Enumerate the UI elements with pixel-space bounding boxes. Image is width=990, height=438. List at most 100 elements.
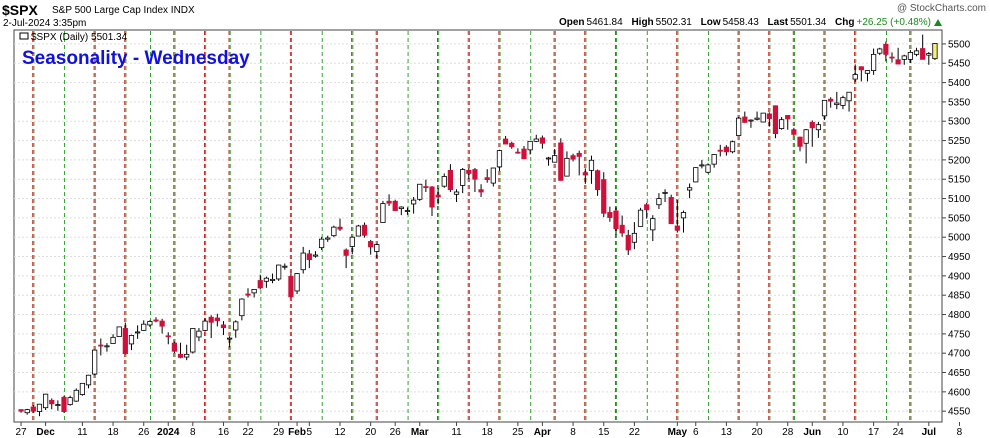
x-tick-label: 18 bbox=[482, 427, 494, 438]
candle-body bbox=[349, 236, 355, 247]
candle-body bbox=[141, 323, 147, 331]
candle-body bbox=[325, 237, 331, 240]
candle-body bbox=[122, 328, 128, 354]
x-tick-label: 6 bbox=[693, 427, 699, 438]
candle-body bbox=[729, 141, 736, 153]
candle-body bbox=[920, 48, 926, 60]
candle-body bbox=[662, 191, 668, 194]
candle-body bbox=[754, 117, 760, 120]
candle-body bbox=[778, 119, 785, 129]
legend: $SPX (Daily) 5501.34 bbox=[19, 32, 128, 43]
x-tick-label: Jun bbox=[803, 427, 821, 438]
candle-body bbox=[907, 52, 914, 60]
candle-body bbox=[343, 249, 349, 256]
x-tick-label: 25 bbox=[512, 427, 524, 438]
x-tick-label: 10 bbox=[837, 427, 849, 438]
candle-body bbox=[337, 226, 343, 230]
watermark: @ StockCharts.com bbox=[896, 3, 986, 14]
x-tick-label: May bbox=[668, 427, 688, 438]
candle-body bbox=[423, 186, 429, 188]
candle-body bbox=[582, 172, 588, 176]
candle-body bbox=[257, 280, 263, 289]
candle-body bbox=[42, 393, 49, 409]
candle-body bbox=[686, 187, 693, 191]
candle-body bbox=[723, 146, 730, 153]
candle-body bbox=[625, 234, 631, 251]
y-axis: 4550 4600 4650 4700 4750 4800 4850 4900 4950 5000… bbox=[942, 39, 971, 418]
candle-body bbox=[171, 342, 178, 352]
candle-body bbox=[147, 321, 153, 326]
candle-body bbox=[858, 66, 864, 71]
candle-body bbox=[263, 277, 270, 282]
candle-body bbox=[460, 169, 466, 186]
candle-body bbox=[613, 210, 619, 230]
y-tick-label: 5100 bbox=[948, 194, 971, 205]
candle-body bbox=[98, 344, 104, 347]
candle-body bbox=[870, 53, 877, 71]
candle-body bbox=[588, 159, 595, 171]
x-tick-label: 27 bbox=[16, 427, 28, 438]
open-value: 5461.84 bbox=[586, 17, 623, 28]
last-label: Last bbox=[767, 17, 789, 28]
candle-body bbox=[190, 328, 196, 353]
y-tick-label: 4600 bbox=[948, 387, 971, 398]
candle-body bbox=[852, 74, 858, 80]
x-tick-label: 2024 bbox=[157, 427, 180, 438]
candle-body bbox=[417, 183, 423, 200]
y-tick-label: 5050 bbox=[948, 213, 971, 224]
candle-body bbox=[711, 154, 717, 165]
candle-body bbox=[601, 179, 607, 214]
x-tick-label: 28 bbox=[782, 427, 794, 438]
candle-body bbox=[570, 155, 576, 160]
ticker-symbol[interactable]: $SPX bbox=[2, 2, 38, 18]
candle-body bbox=[496, 150, 503, 168]
candle-body bbox=[883, 43, 889, 55]
candle-body bbox=[61, 396, 67, 412]
candle-body bbox=[288, 275, 294, 298]
x-tick-label: 26 bbox=[138, 427, 150, 438]
candle-body bbox=[809, 121, 815, 129]
candle-body bbox=[398, 206, 404, 210]
x-tick-label: 8 bbox=[957, 427, 963, 438]
x-tick-label: 8 bbox=[570, 427, 576, 438]
candle-body bbox=[184, 353, 190, 358]
candle-body bbox=[472, 169, 478, 180]
candle-body bbox=[355, 225, 362, 237]
y-tick-label: 5450 bbox=[948, 59, 971, 70]
candle-body bbox=[24, 409, 30, 414]
x-tick-label: 22 bbox=[629, 427, 641, 438]
candle-body bbox=[791, 129, 797, 135]
y-tick-label: 4700 bbox=[948, 349, 971, 360]
x-tick-label: 26 bbox=[390, 427, 402, 438]
candle-body bbox=[276, 264, 282, 280]
candle-body bbox=[502, 138, 509, 145]
candle-body bbox=[165, 335, 171, 338]
candle-body bbox=[386, 200, 392, 204]
candle-body bbox=[490, 167, 496, 184]
x-tick-label: Apr bbox=[534, 427, 551, 438]
candle-body bbox=[478, 189, 484, 193]
y-tick-label: 4900 bbox=[948, 271, 971, 282]
candle-body bbox=[797, 136, 803, 147]
candle-body bbox=[736, 117, 742, 136]
last-value: 5501.34 bbox=[790, 17, 827, 28]
candle-body bbox=[650, 218, 656, 231]
candle-body bbox=[815, 124, 822, 131]
candle-body bbox=[73, 389, 79, 402]
candle-body bbox=[269, 278, 276, 281]
candle-body bbox=[748, 119, 754, 122]
plot-area bbox=[13, 29, 943, 423]
low-value: 5458.43 bbox=[722, 17, 759, 28]
candle-body bbox=[239, 298, 245, 317]
candle-body bbox=[429, 186, 435, 208]
candle-body bbox=[318, 238, 325, 249]
x-tick-label: 11 bbox=[77, 427, 88, 438]
candle-body bbox=[877, 48, 883, 54]
low-label: Low bbox=[700, 17, 721, 28]
x-tick-label: 11 bbox=[451, 427, 462, 438]
x-tick-label: 18 bbox=[108, 427, 120, 438]
y-tick-label: 5250 bbox=[948, 136, 971, 147]
y-tick-label: 5300 bbox=[948, 117, 971, 128]
x-tick-label: 5 bbox=[307, 427, 313, 438]
